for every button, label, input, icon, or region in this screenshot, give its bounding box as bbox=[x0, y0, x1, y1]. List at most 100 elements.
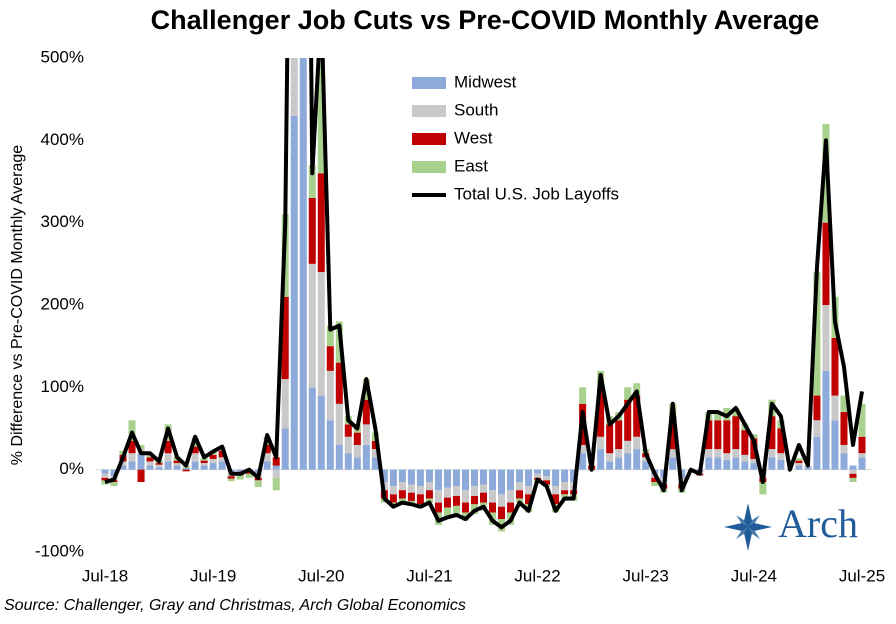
bar bbox=[380, 469, 388, 483]
bar bbox=[281, 296, 289, 380]
bar bbox=[227, 478, 235, 482]
bar bbox=[443, 487, 451, 498]
source-note: Source: Challenger, Gray and Christmas, … bbox=[4, 597, 466, 614]
bar bbox=[272, 477, 280, 491]
bar bbox=[669, 457, 677, 470]
bar bbox=[326, 420, 334, 470]
bar bbox=[597, 436, 605, 450]
bar bbox=[362, 399, 370, 425]
bar bbox=[507, 469, 515, 491]
bar bbox=[101, 469, 109, 474]
bar bbox=[804, 467, 812, 470]
bar bbox=[389, 469, 397, 487]
bar bbox=[182, 468, 190, 470]
bar bbox=[606, 461, 614, 470]
legend-swatch bbox=[412, 133, 446, 145]
bar bbox=[732, 449, 740, 458]
bar bbox=[705, 449, 713, 458]
bar bbox=[579, 387, 587, 404]
bar bbox=[209, 463, 217, 470]
bar bbox=[651, 482, 659, 487]
bar bbox=[425, 482, 433, 491]
bar bbox=[362, 424, 370, 445]
bar bbox=[173, 460, 181, 464]
bar bbox=[552, 469, 560, 487]
bar bbox=[750, 434, 758, 439]
bar bbox=[669, 416, 677, 450]
bar bbox=[209, 458, 217, 464]
bar bbox=[813, 395, 821, 421]
bar bbox=[858, 436, 866, 454]
legend-swatch bbox=[412, 161, 446, 173]
bar bbox=[470, 469, 479, 487]
bar bbox=[308, 165, 316, 198]
bar bbox=[173, 465, 181, 470]
bar bbox=[470, 486, 479, 497]
logo-star bbox=[724, 503, 772, 551]
bar bbox=[822, 222, 830, 305]
bar bbox=[101, 477, 109, 481]
bar bbox=[723, 453, 731, 460]
bar bbox=[570, 469, 578, 483]
bar bbox=[795, 458, 803, 461]
bar bbox=[461, 502, 469, 513]
bar bbox=[534, 473, 542, 478]
bar bbox=[443, 469, 451, 488]
bar bbox=[714, 412, 722, 421]
bar bbox=[840, 453, 848, 470]
bar bbox=[308, 387, 316, 470]
bar bbox=[119, 461, 127, 466]
bar bbox=[579, 453, 587, 470]
bar bbox=[498, 469, 506, 495]
bar bbox=[236, 469, 244, 472]
bar bbox=[516, 469, 524, 483]
bar bbox=[723, 459, 731, 470]
bar bbox=[371, 449, 379, 458]
bar bbox=[849, 465, 857, 470]
bar bbox=[308, 197, 316, 264]
bar bbox=[425, 498, 433, 503]
bar bbox=[101, 480, 109, 485]
bar bbox=[849, 477, 857, 483]
bar bbox=[813, 420, 821, 437]
bar bbox=[849, 473, 857, 478]
bar bbox=[146, 461, 154, 466]
bar bbox=[741, 454, 749, 462]
bar bbox=[723, 420, 731, 454]
y-tick-label: -100% bbox=[35, 541, 84, 560]
bar bbox=[561, 469, 569, 483]
bar bbox=[488, 469, 497, 491]
y-tick-label: 500% bbox=[41, 47, 84, 66]
bar bbox=[624, 387, 632, 400]
bar bbox=[128, 440, 136, 454]
bar bbox=[795, 460, 803, 464]
bar bbox=[398, 469, 406, 483]
plot-area bbox=[101, 58, 866, 532]
bar bbox=[200, 465, 208, 470]
bar bbox=[606, 424, 614, 454]
bar bbox=[191, 461, 199, 470]
bar bbox=[335, 444, 343, 470]
bar bbox=[732, 457, 740, 470]
bar bbox=[137, 453, 145, 470]
x-tick-label: Jul-21 bbox=[406, 566, 452, 585]
bar bbox=[795, 463, 803, 466]
bar bbox=[290, 58, 298, 116]
bar bbox=[714, 449, 722, 458]
bar bbox=[416, 469, 424, 487]
bar bbox=[344, 424, 352, 437]
bar bbox=[615, 420, 623, 450]
bar bbox=[813, 436, 821, 470]
x-tick-label: Jul-22 bbox=[514, 566, 560, 585]
bar bbox=[822, 305, 830, 371]
bar bbox=[479, 469, 488, 485]
bar bbox=[191, 453, 199, 462]
bar bbox=[831, 395, 839, 421]
bar bbox=[858, 453, 866, 458]
bar bbox=[624, 453, 632, 470]
bar bbox=[552, 486, 560, 495]
bar bbox=[218, 461, 226, 470]
bar bbox=[651, 477, 659, 483]
bar bbox=[164, 453, 172, 462]
